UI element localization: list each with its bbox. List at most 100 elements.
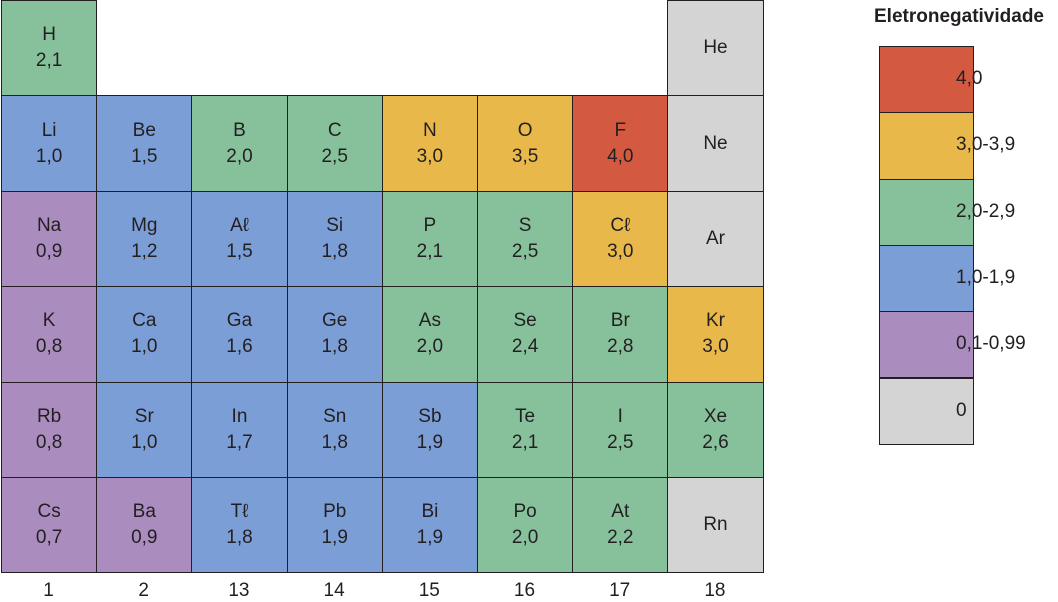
element-cell-se: Se 2,4 <box>477 286 574 383</box>
element-cell-he: He <box>667 0 764 97</box>
element-electronegativity: 2,5 <box>321 145 348 167</box>
element-cell-sb: Sb 1,9 <box>381 381 478 478</box>
element-electronegativity: 2,8 <box>607 336 634 358</box>
element-symbol: Xe <box>703 405 728 427</box>
element-symbol: K <box>42 310 56 332</box>
element-cell-ar: Ar <box>667 190 764 288</box>
legend-swatch <box>879 311 974 379</box>
element-cell-at: At 2,2 <box>572 477 669 574</box>
element-electronegativity: 1,8 <box>321 240 348 262</box>
element-cell-ne: Ne <box>667 95 764 192</box>
element-symbol: At <box>611 501 630 523</box>
element-symbol: Ba <box>132 501 156 523</box>
group-number-label: 14 <box>323 580 345 601</box>
element-cell-mg: Mg 1,2 <box>96 190 193 288</box>
legend-label: 2,0-2,9 <box>956 200 1016 222</box>
element-electronegativity: 1,2 <box>131 240 158 262</box>
element-symbol: Bi <box>421 501 439 523</box>
legend-swatch <box>879 112 974 180</box>
element-symbol: As <box>418 310 441 332</box>
element-symbol: B <box>233 119 246 141</box>
element-cell-bi: Bi 1,9 <box>381 477 478 574</box>
element-cell-in: In 1,7 <box>191 381 288 478</box>
group-number-label: 17 <box>609 580 631 601</box>
element-cell-cl: Cℓ 3,0 <box>572 190 669 288</box>
element-symbol: O <box>517 119 533 141</box>
element-symbol: Li <box>41 119 57 141</box>
element-symbol: Be <box>132 119 156 141</box>
element-symbol: Na <box>36 214 62 236</box>
element-symbol: C <box>327 119 342 141</box>
element-electronegativity: 2,1 <box>511 431 539 453</box>
element-electronegativity: 2,4 <box>511 336 539 358</box>
legend-label: 0 <box>956 399 967 421</box>
element-cell-li: Li 1,0 <box>1 95 98 192</box>
element-symbol: Ne <box>703 132 728 154</box>
element-symbol: Po <box>513 501 537 523</box>
element-symbol: Aℓ <box>230 214 249 236</box>
legend-swatch <box>879 377 974 445</box>
element-cell-cs: Cs 0,7 <box>1 477 98 574</box>
element-cell-p: P 2,1 <box>381 190 478 288</box>
legend-swatch <box>879 46 974 114</box>
legend-swatch <box>879 178 974 246</box>
element-electronegativity: 0,9 <box>131 527 158 549</box>
element-cell-po: Po 2,0 <box>477 477 574 574</box>
element-cell-h: H 2,1 <box>1 0 98 97</box>
element-electronegativity: 0,8 <box>35 431 63 453</box>
element-symbol: Se <box>513 310 537 332</box>
periodic-table-grid: H 2,1 He Li 1,0 Be 1,5 B 2,0 C 2,5 N 3,0 O 3,5 F 4,0 Ne Na… <box>1 0 764 574</box>
group-number-label: 13 <box>228 580 250 601</box>
element-symbol: Rb <box>36 405 62 427</box>
legend-swatch <box>879 244 974 313</box>
element-electronegativity: 2,0 <box>511 527 539 549</box>
element-electronegativity: 3,5 <box>511 145 539 167</box>
element-electronegativity: 1,0 <box>35 145 63 167</box>
element-cell-sn: Sn 1,8 <box>286 381 383 478</box>
element-electronegativity: 3,0 <box>416 145 444 167</box>
element-electronegativity: 2,0 <box>416 336 444 358</box>
element-cell-al: Aℓ 1,5 <box>191 190 288 288</box>
group-number-label: 2 <box>138 580 149 601</box>
element-symbol: S <box>518 214 532 236</box>
element-cell-ga: Ga 1,6 <box>191 286 288 383</box>
element-cell-kr: Kr 3,0 <box>667 286 764 383</box>
element-symbol: Rn <box>703 514 728 536</box>
element-symbol: P <box>423 214 437 236</box>
element-cell-si: Si 1,8 <box>286 190 383 288</box>
element-symbol: Sr <box>134 405 154 427</box>
element-electronegativity: 3,0 <box>607 240 634 262</box>
element-electronegativity: 1,0 <box>131 336 158 358</box>
element-electronegativity: 3,0 <box>702 336 729 358</box>
element-cell-te: Te 2,1 <box>477 381 574 478</box>
element-electronegativity: 2,6 <box>702 431 729 453</box>
element-symbol: I <box>617 405 623 427</box>
element-symbol: Sb <box>418 405 442 427</box>
element-cell-as: As 2,0 <box>381 286 478 383</box>
element-electronegativity: 1,0 <box>131 431 158 453</box>
group-number-label: 1 <box>43 580 54 601</box>
element-electronegativity: 2,0 <box>226 145 253 167</box>
element-electronegativity: 2,1 <box>416 240 444 262</box>
legend-label: 0,1-0,99 <box>956 333 1026 355</box>
element-symbol: Ar <box>705 227 725 249</box>
element-symbol: He <box>703 37 728 59</box>
element-cell-b: B 2,0 <box>191 95 288 192</box>
element-electronegativity: 1,8 <box>321 431 348 453</box>
element-cell-tl: Tℓ 1,8 <box>191 477 288 574</box>
element-electronegativity: 1,5 <box>226 240 253 262</box>
legend-label: 1,0-1,9 <box>956 266 1016 288</box>
element-electronegativity: 4,0 <box>607 145 634 167</box>
element-cell-xe: Xe 2,6 <box>667 381 764 478</box>
element-electronegativity: 1,9 <box>321 527 348 549</box>
element-cell-f: F 4,0 <box>572 95 669 192</box>
element-cell-c: C 2,5 <box>286 95 383 192</box>
element-cell-n: N 3,0 <box>381 95 478 192</box>
element-electronegativity: 1,6 <box>226 336 253 358</box>
element-electronegativity: 2,2 <box>607 527 634 549</box>
element-electronegativity: 0,9 <box>35 240 63 262</box>
element-symbol: Si <box>326 214 344 236</box>
element-symbol: Pb <box>323 501 347 523</box>
element-cell-pb: Pb 1,9 <box>286 477 383 574</box>
element-symbol: Mg <box>131 214 158 236</box>
